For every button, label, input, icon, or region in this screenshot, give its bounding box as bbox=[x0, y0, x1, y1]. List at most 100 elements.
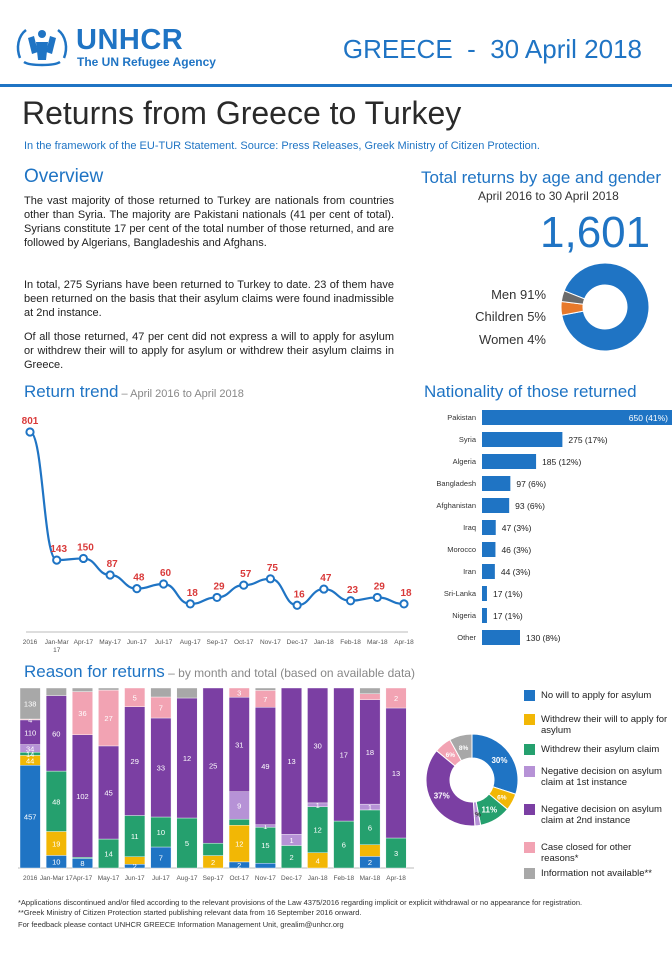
reasons-bar-segment bbox=[385, 687, 407, 709]
legend-label: Information not available** bbox=[541, 868, 652, 879]
reasons-bar-segment bbox=[333, 687, 355, 822]
reasons-x-label: Jun-17 bbox=[125, 875, 145, 882]
reasons-value-label: 13 bbox=[287, 757, 295, 766]
nationality-label: Pakistan bbox=[447, 413, 476, 422]
reasons-x-label: Jan-18 bbox=[308, 875, 328, 882]
legend-label: Negative decision on asylum claim at 1st… bbox=[541, 766, 662, 788]
reasons-donut-label: 11% bbox=[482, 805, 498, 814]
trend-value-label: 801 bbox=[22, 416, 39, 427]
trend-point bbox=[105, 570, 115, 580]
trend-x-label: Jul-17 bbox=[155, 639, 173, 646]
trend-x-label: Aug-17 bbox=[180, 639, 201, 646]
reasons-x-label: Nov-17 bbox=[255, 875, 276, 882]
reasons-x-label: Sep-17 bbox=[203, 875, 224, 882]
reasons-legend: No will to apply for asylum Withdrew the… bbox=[524, 690, 670, 886]
reasons-value-label: 29 bbox=[131, 757, 139, 766]
trend-value-label: 18 bbox=[187, 588, 199, 599]
nationality-bar bbox=[482, 498, 510, 513]
reasons-x-label: Aug-17 bbox=[177, 875, 198, 882]
reasons-bar-segment bbox=[150, 687, 172, 698]
trend-heading-text: Return trend bbox=[24, 382, 119, 401]
nationality-value-label: 275 (17%) bbox=[568, 435, 607, 445]
nationality-value-label: 97 (6%) bbox=[516, 479, 546, 489]
legend-item: Case closed for other reasons* bbox=[524, 842, 670, 868]
reasons-value-label: 102 bbox=[76, 792, 89, 801]
reasons-value-label: 7 bbox=[263, 695, 267, 704]
nationality-value-label: 47 (3%) bbox=[502, 523, 532, 533]
reasons-value-label: 7 bbox=[159, 704, 163, 713]
reasons-donut-slice bbox=[449, 733, 473, 762]
reasons-bar-segment bbox=[254, 687, 276, 691]
reasons-value-label: 5 bbox=[133, 693, 137, 702]
trend-x-label: Mar-18 bbox=[367, 639, 388, 646]
legend-swatch bbox=[524, 766, 535, 777]
legend-item: Negative decision on asylum claim at 1st… bbox=[524, 766, 670, 804]
reasons-value-label: 14 bbox=[26, 750, 34, 759]
nationality-label: Afghanistan bbox=[436, 501, 476, 510]
legend-swatch bbox=[524, 868, 535, 879]
reasons-bar-segment bbox=[307, 687, 329, 804]
reasons-value-label: 12 bbox=[183, 754, 191, 763]
nationality-label: Nigeria bbox=[452, 611, 477, 620]
reasons-value-label: 2 bbox=[289, 853, 293, 862]
trend-point bbox=[185, 599, 195, 609]
nationality-label: Syria bbox=[459, 435, 477, 444]
trend-value-label: 150 bbox=[77, 542, 94, 553]
reasons-x-label: Apr-18 bbox=[386, 875, 406, 882]
trend-x-label: 2016 bbox=[23, 639, 38, 646]
trend-x-label: Jun-17 bbox=[127, 639, 147, 646]
reasons-value-label: 2 bbox=[211, 858, 215, 867]
totals-heading: Total returns by age and gender bbox=[421, 168, 662, 187]
legend-label: Negative decision on asylum claim at 2nd… bbox=[541, 804, 662, 826]
trend-value-label: 47 bbox=[320, 573, 332, 584]
overview-heading: Overview bbox=[24, 166, 104, 187]
nationality-value-label: 17 (1%) bbox=[493, 589, 523, 599]
trend-point bbox=[239, 580, 249, 590]
reasons-bar-segment bbox=[176, 687, 198, 699]
trend-value-label: 16 bbox=[294, 589, 306, 600]
nationality-value-label: 44 (3%) bbox=[501, 567, 531, 577]
trend-point bbox=[345, 596, 356, 606]
reasons-bar-segment bbox=[202, 842, 224, 856]
nationality-bar bbox=[482, 564, 495, 579]
reasons-value-label: 1 bbox=[316, 801, 320, 810]
reasons-value-label: 25 bbox=[209, 762, 217, 771]
footnote-1: *Applications discontinued and/or filed … bbox=[18, 898, 583, 907]
nationality-bar-chart: Pakistan 650 (41%) Syria 275 (17%) Algeria 18… bbox=[436, 410, 672, 645]
nationality-label: Morocco bbox=[447, 545, 476, 554]
trend-x-label: Apr-18 bbox=[394, 639, 414, 646]
reasons-value-label: 45 bbox=[104, 788, 112, 797]
gender-donut-chart bbox=[560, 262, 650, 352]
reasons-bar-segment bbox=[281, 687, 302, 835]
overview-paragraph-1: The vast majority of those returned to T… bbox=[24, 195, 394, 249]
trend-point bbox=[132, 584, 142, 594]
reasons-value-label: 31 bbox=[235, 740, 243, 749]
trend-value-label: 143 bbox=[50, 544, 67, 555]
nationality-label: Iraq bbox=[463, 523, 476, 532]
org-name: UNHCR bbox=[76, 24, 184, 56]
reasons-value-label: 5 bbox=[185, 839, 189, 848]
trend-point bbox=[25, 427, 35, 437]
nationality-bar bbox=[482, 410, 672, 425]
reasons-value-label: 8 bbox=[80, 859, 84, 868]
trend-point bbox=[372, 592, 382, 603]
reasons-period: – by month and total (based on available… bbox=[164, 666, 415, 680]
reasons-value-label: 19 bbox=[52, 839, 60, 848]
reasons-x-label: Jul-17 bbox=[152, 875, 170, 882]
reasons-value-label: 60 bbox=[52, 729, 60, 738]
reasons-value-label: 2 bbox=[394, 694, 398, 703]
reasons-value-label: 48 bbox=[52, 797, 60, 806]
legend-label: Withdrew their will to apply for asylum bbox=[541, 714, 668, 736]
reasons-donut-slice bbox=[471, 733, 519, 795]
trend-line bbox=[28, 430, 405, 607]
legend-item: Withdrew their asylum claim bbox=[524, 744, 670, 766]
nationality-bar bbox=[482, 586, 487, 601]
trend-value-label: 75 bbox=[267, 563, 279, 574]
reasons-value-label: 6 bbox=[342, 841, 346, 850]
trend-x-label: Sep-17 bbox=[207, 639, 228, 646]
reasons-value-label: 18 bbox=[366, 748, 374, 757]
reasons-value-label: 33 bbox=[157, 764, 165, 773]
reasons-value-label: 10 bbox=[157, 828, 165, 837]
children-label: Children 5% bbox=[475, 309, 546, 324]
